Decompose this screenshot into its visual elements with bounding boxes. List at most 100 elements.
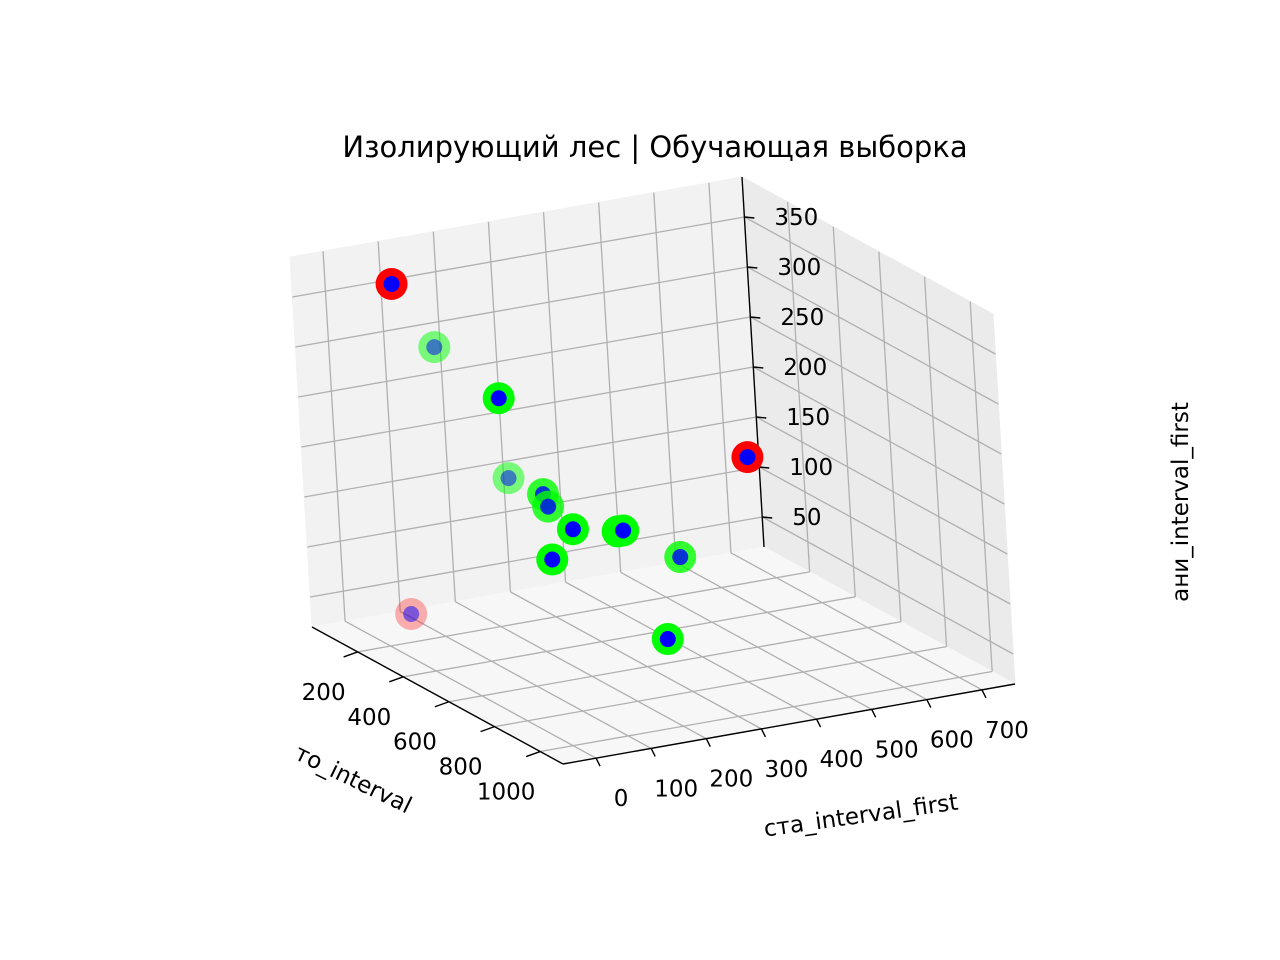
grid-line: [292, 216, 745, 298]
grid-line: [295, 266, 748, 348]
data-point: [659, 631, 676, 648]
z-tick-label: 250: [780, 305, 824, 331]
y-axis-label: ста_interval_first: [762, 790, 959, 843]
z-tick-label: 150: [786, 405, 830, 431]
grid-line: [761, 516, 1014, 655]
x-tick-mark: [434, 701, 450, 708]
z-tick-label: 350: [774, 205, 818, 231]
grid-line: [750, 316, 1002, 455]
y-tick-mark: [595, 757, 601, 767]
grid-line: [448, 621, 902, 703]
z-tick-mark: [762, 516, 773, 519]
data-point: [544, 551, 561, 568]
grid-line: [540, 670, 993, 753]
grid-line: [310, 516, 763, 598]
data-point: [615, 522, 632, 539]
grid-line: [304, 416, 757, 498]
z-axis-label: ани_interval_first: [1168, 402, 1194, 602]
grid-line: [598, 202, 622, 573]
y-tick-label: 100: [654, 776, 698, 802]
grid-line: [494, 645, 947, 728]
axes-lines: [311, 176, 1016, 765]
y-tick-label: 600: [930, 728, 974, 754]
x-tick-label: 600: [393, 730, 437, 756]
data-point: [672, 549, 689, 566]
z-tick-label: 50: [792, 505, 821, 531]
y-tick-label: 300: [764, 757, 808, 783]
data-point: [739, 449, 756, 466]
x-axis-line: [311, 626, 564, 765]
y-tick-label: 500: [875, 737, 919, 763]
grid-line: [923, 276, 948, 647]
data-point: [383, 275, 400, 292]
grid-line: [675, 562, 928, 701]
grid-line: [322, 251, 346, 622]
y-tick-label: 400: [820, 747, 864, 773]
x-tick-label: 400: [347, 705, 391, 731]
grid-line: [565, 581, 817, 720]
data-point: [403, 605, 420, 622]
z-tick-label: 300: [777, 255, 821, 281]
y-tick-mark: [760, 728, 767, 738]
grid-line: [357, 571, 810, 653]
grid-line: [432, 231, 456, 602]
y-tick-label: 700: [985, 718, 1029, 744]
grid-line: [298, 316, 751, 398]
data-point: [426, 339, 443, 356]
z-tick-label: 100: [789, 455, 833, 481]
chart-title: Изолирующий лес | Обучающая выборка: [342, 130, 967, 164]
y-tick-mark: [815, 718, 822, 728]
grid-line: [832, 226, 856, 597]
grid-line: [786, 201, 811, 572]
grid-line: [708, 182, 732, 553]
x-tick-mark: [480, 725, 495, 733]
data-point: [490, 390, 507, 407]
grid-line: [758, 466, 1011, 605]
z-tick-mark: [750, 316, 761, 319]
grid-line: [620, 571, 872, 710]
x-tick-label: 1000: [477, 780, 536, 806]
grid-line: [399, 610, 652, 749]
grid-line: [301, 366, 754, 448]
grid-line: [455, 601, 707, 740]
grid-line: [752, 366, 1005, 505]
axes-panes: [289, 176, 1017, 765]
grid-line: [344, 620, 597, 759]
y-tick-label: 0: [614, 786, 629, 812]
y-tick-mark: [926, 699, 932, 708]
scatter-points: [375, 267, 764, 656]
grid-line: [747, 266, 999, 405]
axes-grid: [292, 182, 1014, 759]
grid-line: [377, 241, 401, 612]
data-point: [500, 470, 517, 487]
x-tick-mark: [525, 750, 541, 758]
z-axis-line: [741, 176, 765, 548]
grid-line: [969, 301, 993, 672]
y-tick-mark: [650, 748, 656, 757]
grid-line: [510, 591, 762, 730]
z-tick-mark: [753, 366, 764, 369]
x-tick-label: 800: [439, 755, 483, 781]
y-tick-mark: [981, 689, 987, 699]
z-tick-mark: [744, 216, 755, 219]
data-point: [564, 521, 581, 538]
y-tick-mark: [705, 738, 711, 747]
y-tick-label: 200: [709, 767, 753, 793]
y-tick-mark: [871, 709, 877, 718]
grid-line: [403, 596, 856, 678]
data-point: [540, 498, 557, 515]
grid-line: [653, 192, 677, 563]
z-tick-label: 200: [783, 355, 827, 381]
x-tick-mark: [389, 676, 404, 683]
grid-line: [878, 251, 902, 622]
x-tick-label: 200: [302, 680, 346, 706]
grid-line: [730, 552, 983, 691]
grid-line: [744, 216, 996, 355]
y-axis-line: [562, 683, 1016, 765]
grid-line: [755, 416, 1008, 555]
z-tick-mark: [759, 466, 770, 469]
z-tick-mark: [747, 266, 758, 269]
x-tick-mark: [343, 651, 358, 658]
